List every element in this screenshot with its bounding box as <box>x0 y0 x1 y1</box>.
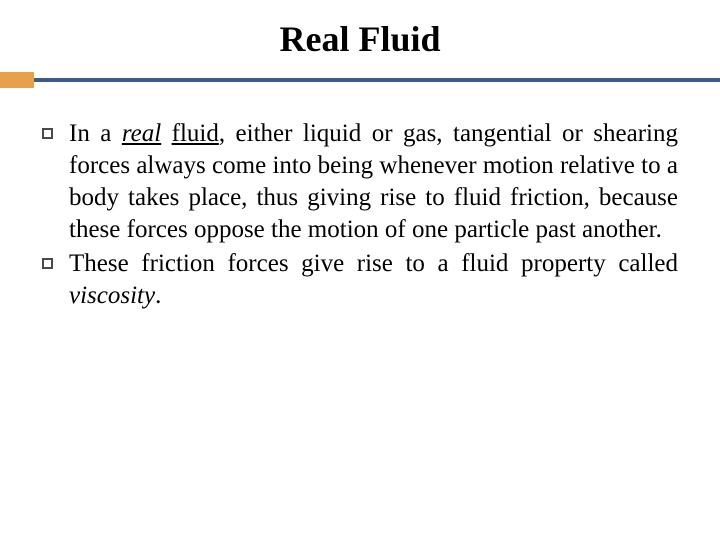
text-run: . <box>155 282 161 309</box>
bullet-text: These friction forces give rise to a flu… <box>69 248 678 312</box>
list-item: These friction forces give rise to a flu… <box>42 248 678 312</box>
content-area: In a real fluid, either liquid or gas, t… <box>0 90 720 312</box>
text-run: real <box>122 120 161 147</box>
separator-accent-block <box>0 72 34 88</box>
slide-title: Real Fluid <box>0 18 720 60</box>
separator-line <box>0 78 720 82</box>
list-item: In a real fluid, either liquid or gas, t… <box>42 118 678 246</box>
bullet-list: In a real fluid, either liquid or gas, t… <box>42 118 678 312</box>
text-run <box>161 120 171 147</box>
title-separator <box>0 72 720 90</box>
text-run: These friction forces give rise to a flu… <box>69 250 678 277</box>
bullet-text: In a real fluid, either liquid or gas, t… <box>69 118 678 246</box>
bullet-marker-icon <box>42 258 53 269</box>
slide: Real Fluid In a real fluid, either liqui… <box>0 0 720 540</box>
text-run: fluid <box>172 120 219 147</box>
title-area: Real Fluid <box>0 0 720 72</box>
bullet-marker-icon <box>42 128 53 139</box>
text-run: In a <box>69 120 122 147</box>
text-run: viscosity <box>69 282 155 309</box>
